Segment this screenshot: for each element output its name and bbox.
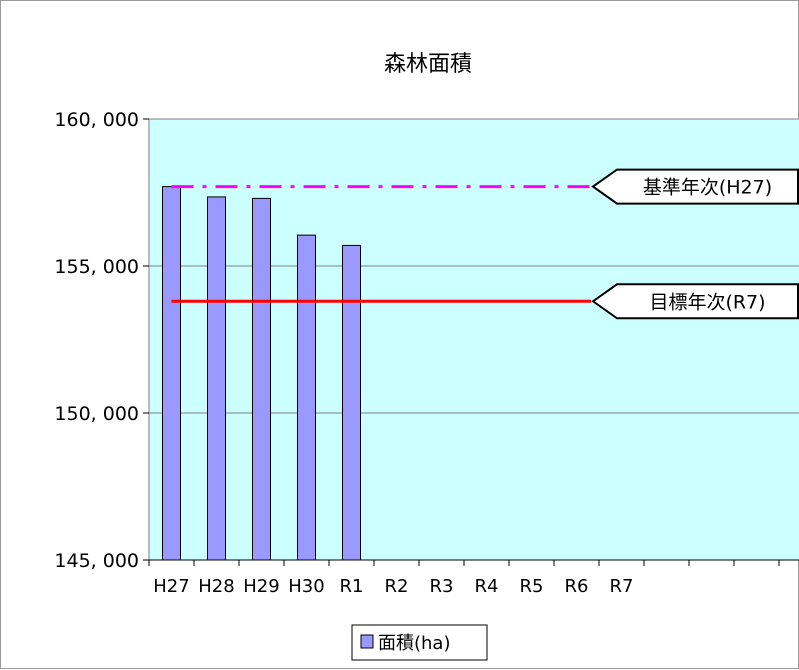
- x-tick-label: R5: [520, 576, 544, 597]
- x-tick-label: H27: [153, 576, 189, 597]
- x-tick-label: H29: [243, 576, 279, 597]
- y-tick-label: 155, 000: [54, 256, 139, 278]
- x-axis-ticks: H27 H28 H29 H30 R1 R2 R3 R4 R5 R6 R7: [148, 559, 799, 597]
- x-tick-label: R4: [475, 576, 499, 597]
- x-tick-label: R2: [385, 576, 409, 597]
- y-tick-label: 145, 000: [54, 550, 139, 572]
- x-tick-label: R6: [565, 576, 589, 597]
- y-tick-label: 160, 000: [54, 109, 139, 131]
- callout-label: 目標年次(R7): [649, 291, 765, 313]
- x-tick-label: R7: [610, 576, 634, 597]
- bar: [342, 244, 361, 561]
- callout-box: [591, 168, 799, 205]
- x-tick-label: H28: [198, 576, 234, 597]
- callout-label: 基準年次(H27): [643, 177, 772, 199]
- legend-label: 面積(ha): [378, 633, 450, 654]
- bar: [162, 186, 181, 561]
- legend: 面積(ha): [351, 624, 488, 661]
- bar-series: [162, 186, 361, 561]
- legend-box: [351, 624, 488, 661]
- x-tick-label: H30: [288, 576, 324, 597]
- bar: [297, 234, 316, 561]
- y-axis-ticks: 145, 000 150, 000 155, 000 160, 000: [54, 109, 149, 572]
- callout-box: [591, 283, 799, 320]
- legend-swatch: [360, 634, 374, 649]
- chart-title: 森林面積: [384, 52, 472, 77]
- bar: [252, 197, 271, 561]
- y-tick-label: 150, 000: [54, 403, 139, 425]
- x-tick-label: R3: [430, 576, 454, 597]
- reference-lines: 基準年次(H27) 目標年次(R7): [171, 168, 799, 320]
- x-tick-label: R1: [340, 576, 364, 597]
- bar: [207, 196, 226, 561]
